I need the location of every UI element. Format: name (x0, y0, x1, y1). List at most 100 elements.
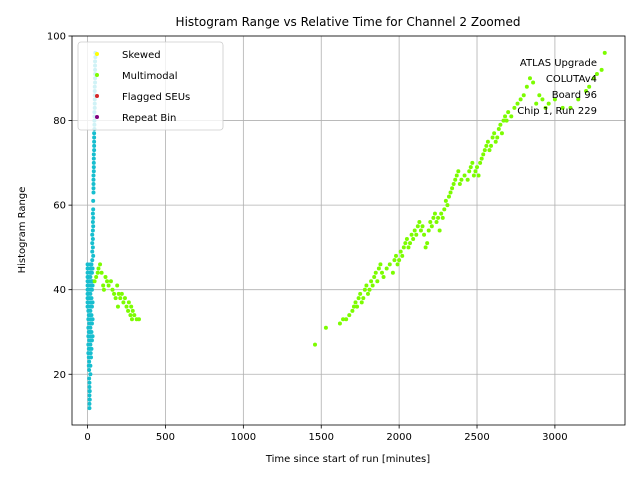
data-point-multimodal (490, 135, 495, 140)
data-point-multimodal (411, 236, 416, 241)
data-point-normal (92, 139, 97, 144)
annotation-line-3: Board 96 (552, 90, 597, 101)
data-point-multimodal (95, 270, 100, 275)
legend: Skewed Multimodal Flagged SEUs Repeat Bi… (77, 41, 224, 131)
data-point-multimodal (121, 300, 126, 305)
data-point-multimodal (453, 177, 458, 182)
data-point-multimodal (323, 325, 328, 330)
data-point-normal (90, 245, 95, 250)
data-point-multimodal (103, 275, 108, 280)
data-point-normal (91, 190, 96, 195)
data-point-normal (89, 313, 94, 318)
data-point-multimodal (128, 313, 133, 318)
data-point-multimodal (467, 169, 472, 174)
data-point-multimodal (392, 258, 397, 263)
legend-marker-skewed (95, 52, 99, 56)
data-point-normal (90, 211, 95, 216)
data-point-multimodal (524, 84, 529, 89)
data-point-multimodal (358, 291, 363, 296)
data-point-normal (91, 165, 96, 170)
data-point-multimodal (350, 308, 355, 313)
data-point-normal (90, 334, 95, 339)
data-point-multimodal (492, 131, 497, 136)
data-point-multimodal (459, 177, 464, 182)
data-point-multimodal (418, 228, 423, 233)
data-point-multimodal (420, 224, 425, 229)
data-point-multimodal (484, 143, 489, 148)
data-point-multimodal (98, 262, 103, 267)
data-point-multimodal (409, 232, 414, 237)
data-point-multimodal (442, 207, 447, 212)
data-point-normal (92, 135, 97, 140)
chart-title: Histogram Range vs Relative Time for Cha… (176, 15, 521, 29)
data-point-multimodal (479, 156, 484, 161)
data-point-normal (89, 304, 94, 309)
data-point-multimodal (428, 220, 433, 225)
data-point-multimodal (344, 317, 349, 322)
data-point-multimodal (414, 232, 419, 237)
x-tick-label: 2000 (386, 432, 411, 443)
data-point-normal (87, 406, 92, 411)
data-point-multimodal (404, 236, 409, 241)
data-point-normal (88, 342, 93, 347)
data-point-normal (91, 186, 96, 191)
data-point-multimodal (495, 135, 500, 140)
data-point-multimodal (398, 249, 403, 254)
data-point-normal (87, 368, 92, 373)
data-point-multimodal (375, 279, 380, 284)
data-point-multimodal (401, 245, 406, 250)
data-point-multimodal (118, 296, 123, 301)
data-point-normal (90, 232, 95, 237)
data-point-multimodal (521, 93, 526, 98)
data-point-multimodal (493, 139, 498, 144)
run-annotation: ATLAS Upgrade COLUTAv4 Board 96 Chip 1, … (517, 58, 597, 117)
data-point-multimodal (379, 270, 384, 275)
data-point-multimodal (92, 279, 97, 284)
data-point-multimodal (531, 80, 536, 85)
data-point-multimodal (119, 291, 124, 296)
data-point-multimodal (400, 253, 405, 258)
data-point-multimodal (450, 186, 455, 191)
data-point-multimodal (432, 211, 437, 216)
data-point-normal (87, 401, 92, 406)
data-point-normal (87, 389, 92, 394)
data-point-multimodal (518, 97, 523, 102)
data-point-multimodal (94, 275, 99, 280)
data-point-normal (91, 160, 96, 165)
annotation-line-2: COLUTAv4 (546, 74, 597, 85)
data-point-multimodal (365, 291, 370, 296)
data-point-normal (91, 177, 96, 182)
data-point-normal (90, 266, 95, 271)
data-point-normal (91, 207, 96, 212)
data-point-multimodal (129, 317, 134, 322)
x-tick-label: 2500 (464, 432, 489, 443)
data-point-multimodal (504, 118, 509, 123)
data-point-multimodal (106, 283, 111, 288)
data-point-normal (91, 181, 96, 186)
data-point-multimodal (390, 270, 395, 275)
data-point-multimodal (415, 224, 420, 229)
data-point-multimodal (378, 262, 383, 267)
data-point-multimodal (313, 342, 318, 347)
data-point-multimodal (376, 266, 381, 271)
data-point-multimodal (546, 101, 551, 106)
data-point-multimodal (425, 241, 430, 246)
data-point-multimodal (587, 84, 592, 89)
data-point-multimodal (540, 97, 545, 102)
data-points (85, 50, 607, 411)
data-point-normal (90, 220, 95, 225)
data-point-multimodal (136, 317, 141, 322)
y-tick-label: 100 (47, 32, 66, 43)
data-point-normal (89, 321, 94, 326)
data-point-multimodal (99, 270, 104, 275)
data-point-multimodal (496, 127, 501, 132)
data-point-multimodal (426, 228, 431, 233)
data-point-multimodal (96, 266, 101, 271)
data-point-multimodal (412, 228, 417, 233)
data-point-multimodal (498, 122, 503, 127)
data-point-multimodal (454, 173, 459, 178)
data-point-multimodal (560, 105, 565, 110)
data-point-multimodal (509, 114, 514, 119)
data-point-normal (87, 384, 92, 389)
